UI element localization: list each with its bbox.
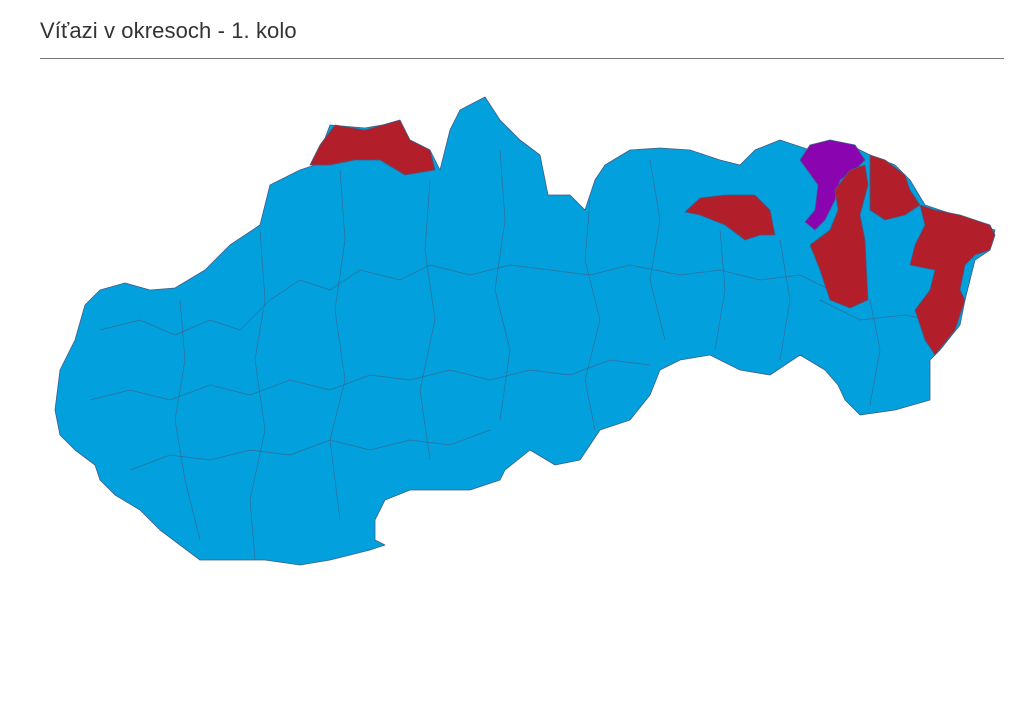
district-region-red[interactable] <box>809 164 869 309</box>
page-title: Víťazi v okresoch - 1. kolo <box>40 18 297 43</box>
winner-regions <box>309 119 996 356</box>
title-divider <box>40 58 1004 59</box>
district-region-red[interactable] <box>684 194 776 241</box>
district-region-red[interactable] <box>869 154 921 221</box>
district-region-red[interactable] <box>909 204 996 356</box>
district-region-red[interactable] <box>309 119 436 176</box>
district-borders <box>89 149 931 561</box>
